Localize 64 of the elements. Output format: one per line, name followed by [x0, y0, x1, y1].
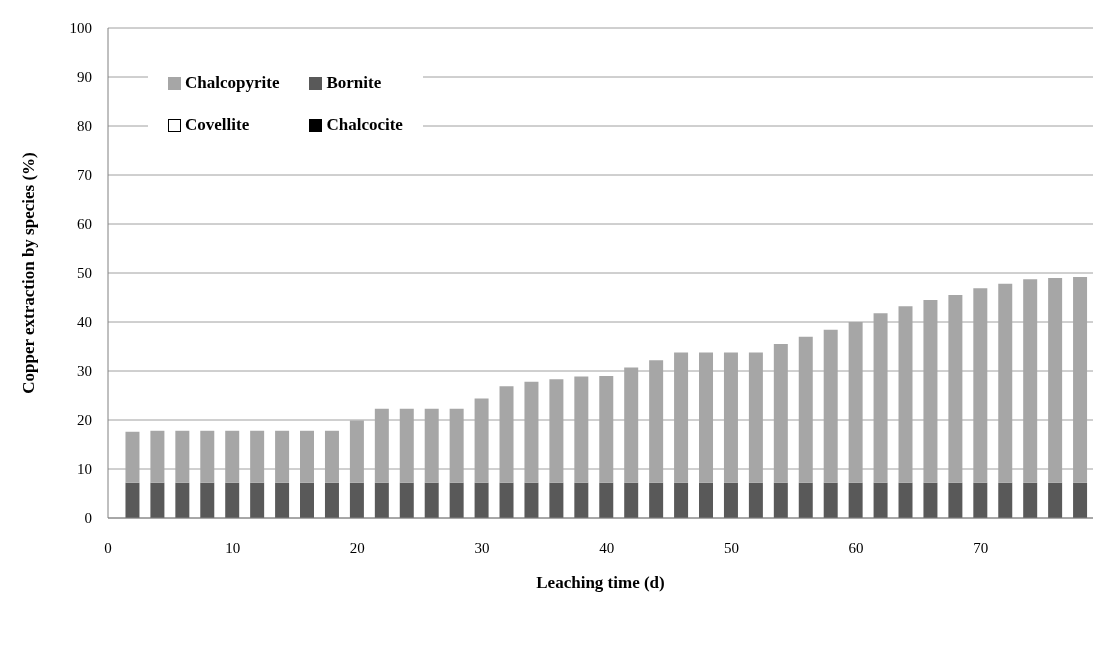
- y-tick-label: 80: [77, 118, 92, 135]
- bar: [998, 482, 1013, 518]
- bar: [399, 482, 414, 518]
- bar: [300, 482, 315, 518]
- x-tick-label: 20: [349, 539, 365, 556]
- y-tick-label: 20: [77, 412, 92, 429]
- y-tick-label: 70: [77, 167, 92, 184]
- x-tick-label: 70: [973, 539, 989, 556]
- bar: [150, 482, 165, 518]
- bar: [624, 482, 639, 518]
- bar: [424, 482, 439, 518]
- bar: [574, 482, 589, 518]
- y-tick-label: 30: [77, 363, 92, 380]
- bar: [973, 482, 988, 518]
- bar: [1048, 482, 1063, 518]
- y-tick-label: 50: [77, 265, 92, 282]
- bar: [349, 482, 364, 518]
- bar: [549, 482, 564, 518]
- bar: [324, 482, 339, 518]
- x-tick-label: 50: [723, 539, 739, 556]
- x-tick-label: 0: [104, 539, 112, 556]
- legend-label: Chalcopyrite: [185, 73, 280, 93]
- x-tick-label: 10: [225, 539, 241, 556]
- bar: [699, 482, 714, 518]
- bar: [275, 482, 290, 518]
- y-tick-label: 10: [77, 461, 92, 478]
- bar: [125, 482, 140, 518]
- bar: [474, 482, 489, 518]
- bar: [848, 482, 863, 518]
- x-tick-label: 30: [474, 539, 490, 556]
- legend-label: Chalcocite: [326, 115, 403, 135]
- y-tick-label: 100: [69, 20, 92, 37]
- bar: [524, 482, 539, 518]
- bar: [599, 482, 614, 518]
- bar: [1023, 482, 1038, 518]
- bar: [175, 482, 190, 518]
- bar: [225, 482, 240, 518]
- y-tick-label: 0: [84, 510, 92, 527]
- bar: [499, 482, 514, 518]
- y-tick-label: 90: [77, 69, 92, 86]
- y-axis-title: Copper extraction by species (%): [19, 152, 39, 394]
- bar: [449, 482, 464, 518]
- bar: [250, 482, 265, 518]
- legend-label: Bornite: [326, 73, 382, 93]
- bar: [200, 482, 215, 518]
- bar: [798, 482, 813, 518]
- bar: [1073, 482, 1088, 518]
- bar: [898, 482, 913, 518]
- bar: [374, 482, 389, 518]
- bar: [948, 482, 963, 518]
- x-axis-title: Leaching time (d): [536, 573, 665, 592]
- y-tick-label: 40: [77, 314, 92, 331]
- bar: [923, 482, 938, 518]
- legend-label: Covellite: [185, 115, 250, 135]
- bar: [748, 482, 763, 518]
- bar: [873, 482, 888, 518]
- y-tick-label: 60: [77, 216, 92, 233]
- bar: [773, 482, 788, 518]
- bar: [649, 482, 664, 518]
- bar: [723, 482, 738, 518]
- bar: [823, 482, 838, 518]
- x-tick-label: 60: [848, 539, 864, 556]
- bar: [674, 482, 689, 518]
- x-tick-label: 40: [599, 539, 615, 556]
